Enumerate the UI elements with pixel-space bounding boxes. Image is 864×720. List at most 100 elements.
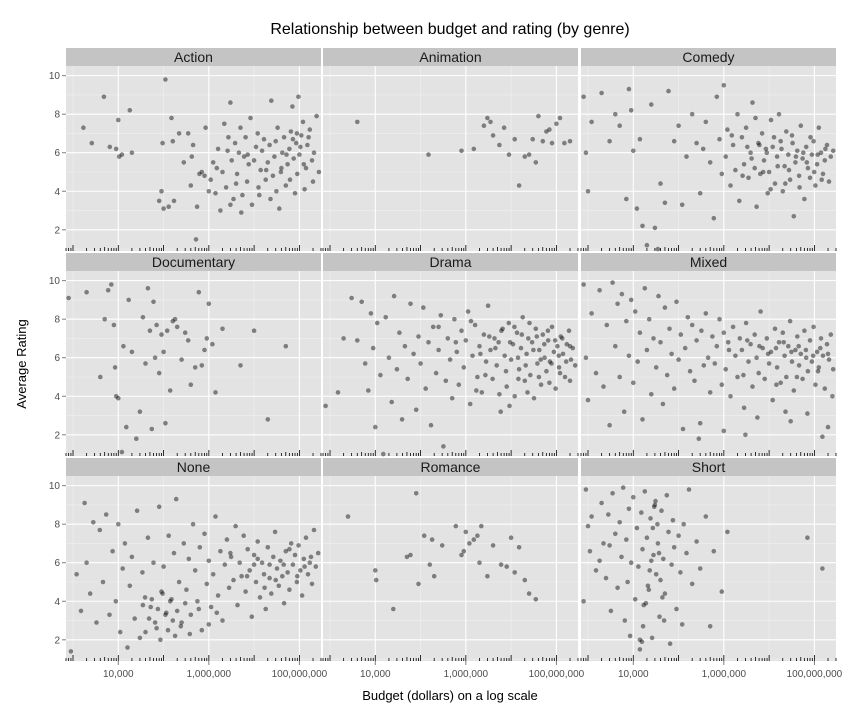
data-point	[741, 162, 747, 167]
data-point	[243, 135, 248, 140]
data-point	[664, 372, 670, 378]
data-point	[615, 585, 620, 591]
data-point	[303, 165, 309, 171]
data-point	[597, 288, 602, 293]
data-point	[309, 158, 315, 163]
data-point	[802, 328, 807, 334]
data-point	[714, 94, 720, 100]
data-point	[512, 136, 517, 142]
data-point	[288, 129, 294, 134]
data-point	[492, 336, 497, 341]
data-point	[176, 131, 182, 136]
data-point	[258, 167, 264, 173]
data-point	[516, 183, 522, 188]
data-point	[788, 419, 793, 424]
data-point	[196, 606, 202, 612]
panel-background	[66, 66, 321, 251]
data-point	[662, 305, 668, 310]
data-point	[622, 618, 628, 623]
data-point	[601, 541, 606, 546]
data-point	[158, 637, 163, 643]
data-point	[823, 146, 828, 152]
data-point	[664, 493, 670, 498]
data-point	[89, 140, 95, 146]
data-point	[800, 156, 805, 161]
data-point	[634, 525, 640, 531]
data-point	[160, 140, 165, 146]
data-point	[170, 618, 176, 623]
y-tick-label: 10	[49, 276, 61, 287]
data-point	[151, 560, 156, 565]
data-point	[237, 560, 242, 565]
data-point	[192, 568, 198, 573]
data-point	[163, 77, 168, 82]
data-point	[669, 562, 674, 567]
data-point	[780, 330, 786, 336]
data-point	[729, 133, 735, 138]
data-point	[508, 357, 514, 362]
y-tick-label: 2	[54, 635, 60, 646]
data-point	[228, 100, 233, 105]
data-point	[637, 637, 643, 643]
data-point	[189, 154, 195, 159]
data-point	[516, 545, 522, 550]
data-point	[426, 340, 431, 345]
panel-background	[66, 476, 321, 661]
y-tick-label: 6	[54, 353, 60, 364]
data-point	[687, 368, 693, 374]
data-point	[730, 142, 736, 148]
data-point	[229, 158, 234, 163]
data-point	[148, 604, 153, 610]
data-point	[770, 144, 775, 150]
data-point	[533, 160, 539, 165]
data-point	[152, 355, 158, 361]
data-point	[499, 328, 504, 334]
data-point	[760, 169, 766, 175]
data-point	[149, 426, 155, 432]
data-point	[826, 179, 832, 184]
data-point	[748, 341, 753, 347]
data-point	[117, 629, 123, 635]
data-point	[263, 177, 269, 182]
data-point	[519, 332, 525, 337]
data-point	[315, 550, 321, 556]
y-tick-label: 8	[54, 315, 60, 326]
data-point	[789, 349, 794, 355]
data-point	[599, 500, 604, 506]
data-point	[662, 591, 668, 596]
data-point	[483, 372, 488, 378]
data-point	[583, 355, 589, 361]
data-point	[797, 185, 802, 190]
data-point	[251, 328, 257, 334]
data-point	[585, 523, 591, 529]
data-point	[593, 370, 599, 376]
x-tick-label: 100,000,000	[529, 669, 585, 680]
data-point	[218, 208, 223, 213]
data-point	[653, 572, 659, 577]
data-point	[743, 432, 748, 438]
data-point	[102, 316, 107, 322]
data-point	[283, 343, 289, 349]
data-point	[278, 169, 284, 175]
data-point	[247, 568, 252, 573]
data-point	[170, 138, 176, 144]
data-point	[290, 104, 295, 109]
data-point	[694, 140, 699, 146]
data-point	[129, 150, 135, 155]
data-point	[240, 192, 245, 198]
data-point	[202, 347, 207, 353]
data-point	[701, 363, 707, 368]
data-point	[651, 504, 657, 510]
data-point	[800, 376, 805, 382]
data-point	[178, 624, 184, 629]
data-point	[699, 328, 704, 334]
facet-strip	[323, 253, 578, 271]
data-point	[789, 133, 795, 138]
data-point	[599, 90, 604, 96]
data-point	[659, 508, 664, 513]
data-point	[816, 125, 822, 130]
data-point	[294, 131, 300, 136]
data-point	[689, 322, 695, 328]
data-point	[220, 169, 225, 175]
